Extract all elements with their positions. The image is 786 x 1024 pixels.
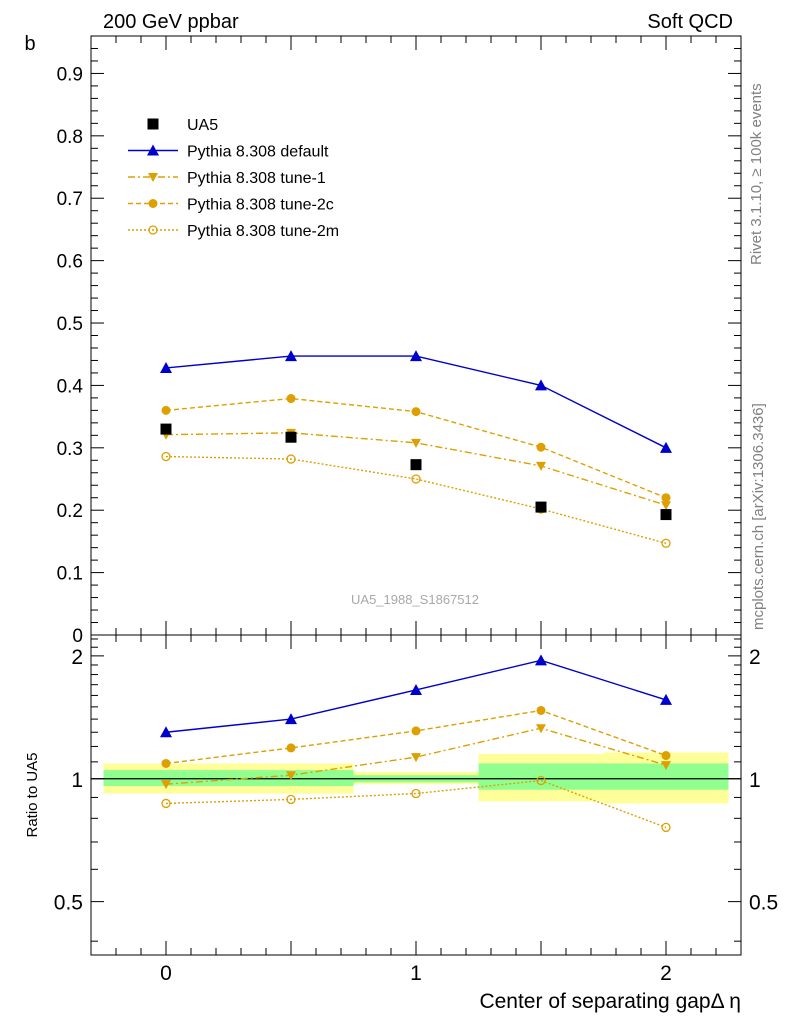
- main-ytick-label-7: 0.7: [57, 189, 83, 210]
- main-point-2-4: [661, 493, 671, 503]
- side-label-bottom: mcplots.cern.ch [arXiv:1306.3436]: [750, 403, 767, 630]
- main-ytick-label-9: 0.9: [57, 64, 83, 85]
- ratio-ytick-label-right-2: 2: [749, 646, 761, 669]
- main-point-0-1: [285, 350, 297, 362]
- main-point-0-2: [410, 350, 422, 362]
- main-ytick-label-6: 0.6: [57, 252, 83, 273]
- main-point-2-1: [286, 394, 296, 404]
- data-point-3: [535, 501, 547, 513]
- ratio-point-2-3: [536, 705, 546, 715]
- xtick-label-2: 2: [660, 962, 672, 985]
- main-point-3-4: [661, 538, 671, 548]
- main-ytick-label-8: 0.8: [57, 127, 83, 148]
- legend-marker-1: [147, 144, 159, 156]
- ratio-point-2-2: [411, 726, 421, 736]
- ratio-line-0: [165, 659, 667, 733]
- ratio-point-0-0: [160, 726, 172, 738]
- main-ytick-label-5: 0.5: [57, 314, 83, 335]
- main-ytick-label-0: 0: [72, 626, 83, 647]
- legend-label-2: Pythia 8.308 tune-1: [187, 170, 326, 187]
- main-ylabel: b: [24, 33, 35, 55]
- main-point-3-0: [161, 451, 171, 462]
- ratio-point-1-4: [661, 761, 671, 771]
- ratio-point-3-3: [536, 775, 546, 786]
- legend-marker-3: [148, 199, 158, 208]
- main-point-1-4: [661, 501, 671, 511]
- ratio-ylabel: Ratio to UA5: [24, 752, 41, 837]
- header-left: 200 GeV ppbar: [103, 11, 239, 33]
- ratio-point-0-1: [285, 713, 297, 725]
- ratio-point-0-4: [660, 693, 672, 705]
- main-ytick-label-1: 0.1: [57, 564, 83, 585]
- ratio-point-2-0: [161, 758, 171, 768]
- header-right: Soft QCD: [647, 11, 733, 33]
- main-ytick-label-2: 0.2: [57, 501, 83, 522]
- xtick-label-0: 0: [160, 962, 172, 985]
- legend-label-0: UA5: [187, 117, 218, 134]
- main-point-2-3: [536, 442, 546, 452]
- data-point-4: [660, 509, 672, 521]
- legend-label-4: Pythia 8.308 tune-2m: [187, 223, 339, 240]
- ratio-point-3-2: [411, 788, 421, 799]
- ratio-axes: 0.5 0.5 1 1 2 2 0 1 2: [54, 634, 778, 985]
- ratio-ytick-label-right-1: 1: [749, 769, 761, 792]
- legend-marker-0: [147, 118, 159, 130]
- main-series: [160, 350, 672, 548]
- ratio-ytick-label-left-2: 2: [71, 646, 83, 669]
- ratio-point-1-1: [286, 771, 296, 781]
- ratio-point-0-3: [535, 654, 547, 666]
- data-point-2: [410, 459, 422, 471]
- ratio-ytick-label-right-0: 0.5: [749, 892, 778, 915]
- ratio-point-1-3: [536, 724, 546, 734]
- legend-marker-4: [148, 225, 158, 235]
- main-point-1-2: [411, 438, 421, 448]
- main-point-0-3: [535, 379, 547, 391]
- main-point-3-2: [411, 474, 421, 484]
- main-point-3-1: [286, 454, 296, 464]
- ratio-series: [160, 654, 672, 833]
- ratio-point-1-0: [161, 780, 171, 790]
- ratio-point-0-2: [410, 683, 422, 695]
- band-inner-0: [103, 770, 354, 786]
- ratio-point-3-1: [286, 794, 296, 805]
- main-point-1-3: [536, 461, 546, 471]
- legend: UA5 Pythia 8.308 default Pythia 8.308 tune…: [128, 117, 339, 240]
- legend-label-3: Pythia 8.308 tune-2c: [187, 197, 334, 214]
- legend-marker-2: [148, 173, 158, 182]
- main-point-2-2: [411, 407, 421, 417]
- data-point-0: [160, 423, 172, 435]
- main-ytick-label-3: 0.3: [57, 439, 83, 460]
- ratio-line-3: [165, 779, 667, 829]
- data-point-1: [285, 431, 297, 443]
- ratio-point-1-2: [411, 753, 421, 763]
- main-point-0-0: [160, 361, 172, 373]
- xlabel: Center of separating gapΔ η: [479, 990, 741, 1013]
- watermark: UA5_1988_S1867512: [351, 592, 479, 607]
- main-ytick-label-4: 0.4: [57, 376, 84, 397]
- main-axes: 0 0.1 0.2 0.3 0.4 0.5 0.6 0.7 0.8 0.9: [57, 35, 742, 955]
- xtick-label-1: 1: [410, 962, 422, 985]
- ratio-frame: [90, 634, 742, 956]
- main-point-2-0: [161, 405, 171, 415]
- ratio-ytick-label-left-1: 1: [71, 769, 83, 792]
- side-label-top: Rivet 3.1.10, ≥ 100k events: [748, 83, 765, 265]
- main-point-0-4: [660, 441, 672, 453]
- legend-label-1: Pythia 8.308 default: [187, 144, 329, 161]
- ratio-point-3-4: [661, 822, 671, 833]
- ratio-ytick-label-left-0: 0.5: [54, 892, 83, 915]
- ratio-point-2-1: [286, 743, 296, 753]
- ratio-point-3-0: [161, 798, 171, 809]
- ratio-point-2-4: [661, 751, 671, 761]
